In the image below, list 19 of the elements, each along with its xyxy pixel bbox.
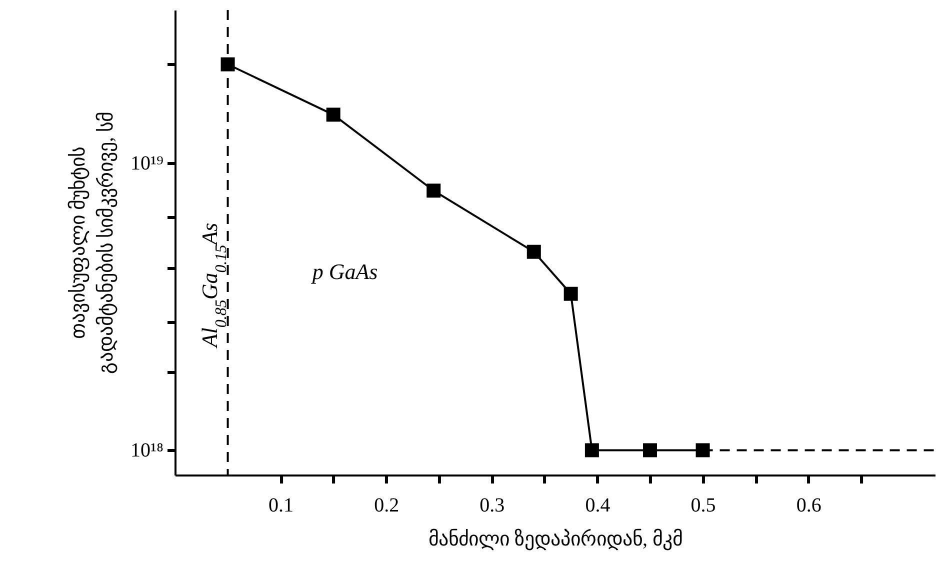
point (326, 108, 340, 122)
x-tick-label: 0.6 (796, 494, 822, 516)
x-tick-label: 0.3 (480, 494, 505, 516)
x-tick-label: 0.4 (585, 494, 610, 516)
point (564, 286, 578, 301)
x-tick-label: 0.2 (374, 494, 400, 516)
point (526, 244, 541, 259)
annotation: p GaAs (310, 259, 378, 284)
point (643, 443, 657, 458)
point (696, 443, 710, 458)
x-tick-label: 0.5 (690, 494, 716, 516)
x-tick-label: 0.1 (268, 494, 294, 516)
y-axis-title: თავისუფალი მუხტის გადამტანების სიმკვრივე, სმ (68, 112, 118, 374)
point (426, 184, 441, 198)
y-tick-label: 10¹⁹ (130, 152, 164, 174)
point (220, 57, 235, 72)
y-tick-label: 10¹⁸ (130, 440, 164, 462)
x-axis-title: მანძილი ზედაპირიდან, მკმ (428, 528, 682, 550)
point (584, 443, 599, 458)
